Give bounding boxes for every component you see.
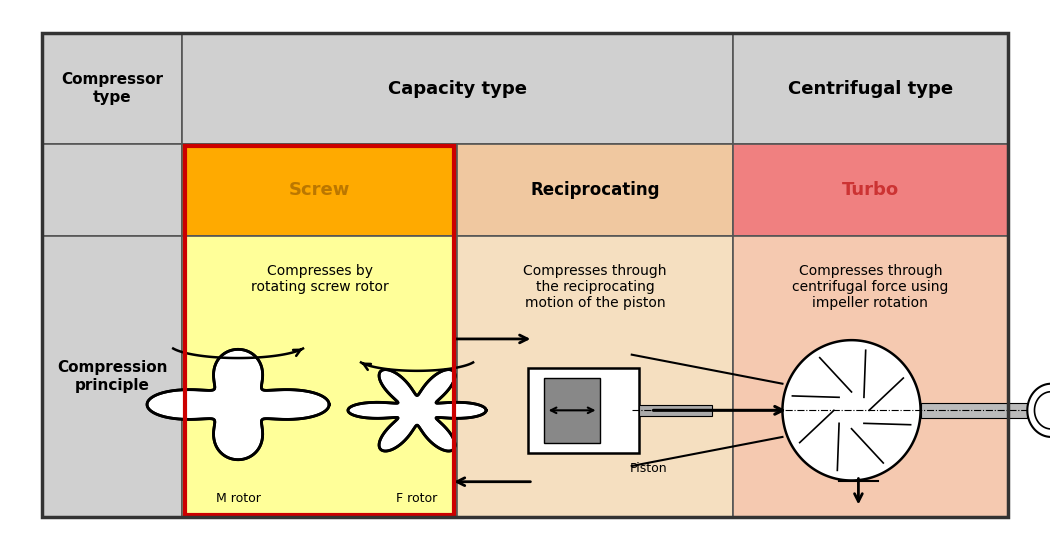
Text: Compresses through
centrifugal force using
impeller rotation: Compresses through centrifugal force usi… bbox=[792, 264, 948, 310]
Polygon shape bbox=[348, 370, 486, 451]
Bar bbox=[639, 404, 712, 416]
Bar bbox=[544, 378, 601, 443]
Text: Compresses by
rotating screw rotor: Compresses by rotating screw rotor bbox=[251, 264, 388, 294]
Bar bbox=[528, 368, 639, 453]
Bar bbox=[921, 403, 1027, 418]
Bar bbox=[182, 144, 458, 236]
Bar bbox=[733, 33, 1008, 144]
Text: F rotor: F rotor bbox=[397, 492, 438, 505]
Text: Capacity type: Capacity type bbox=[387, 80, 527, 98]
Bar bbox=[42, 144, 182, 236]
Text: Piston: Piston bbox=[630, 463, 668, 475]
Text: Compressor
type: Compressor type bbox=[61, 73, 163, 105]
Bar bbox=[185, 146, 455, 515]
Text: Reciprocating: Reciprocating bbox=[530, 182, 659, 199]
Bar bbox=[458, 236, 733, 517]
Bar bbox=[42, 33, 182, 144]
Bar bbox=[458, 144, 733, 236]
Bar bbox=[733, 144, 1008, 236]
Text: Centrifugal type: Centrifugal type bbox=[788, 80, 953, 98]
Bar bbox=[733, 236, 1008, 517]
Text: Compression
principle: Compression principle bbox=[57, 360, 167, 393]
Text: Compresses through
the reciprocating
motion of the piston: Compresses through the reciprocating mot… bbox=[523, 264, 667, 310]
Bar bbox=[42, 236, 182, 517]
Text: Turbo: Turbo bbox=[842, 182, 899, 199]
Bar bbox=[182, 33, 733, 144]
Bar bbox=[182, 236, 458, 517]
Polygon shape bbox=[782, 340, 921, 481]
Bar bbox=[42, 33, 1008, 517]
Text: M rotor: M rotor bbox=[215, 492, 260, 505]
Polygon shape bbox=[1027, 384, 1050, 437]
Text: Screw: Screw bbox=[289, 182, 351, 199]
Polygon shape bbox=[147, 349, 329, 460]
